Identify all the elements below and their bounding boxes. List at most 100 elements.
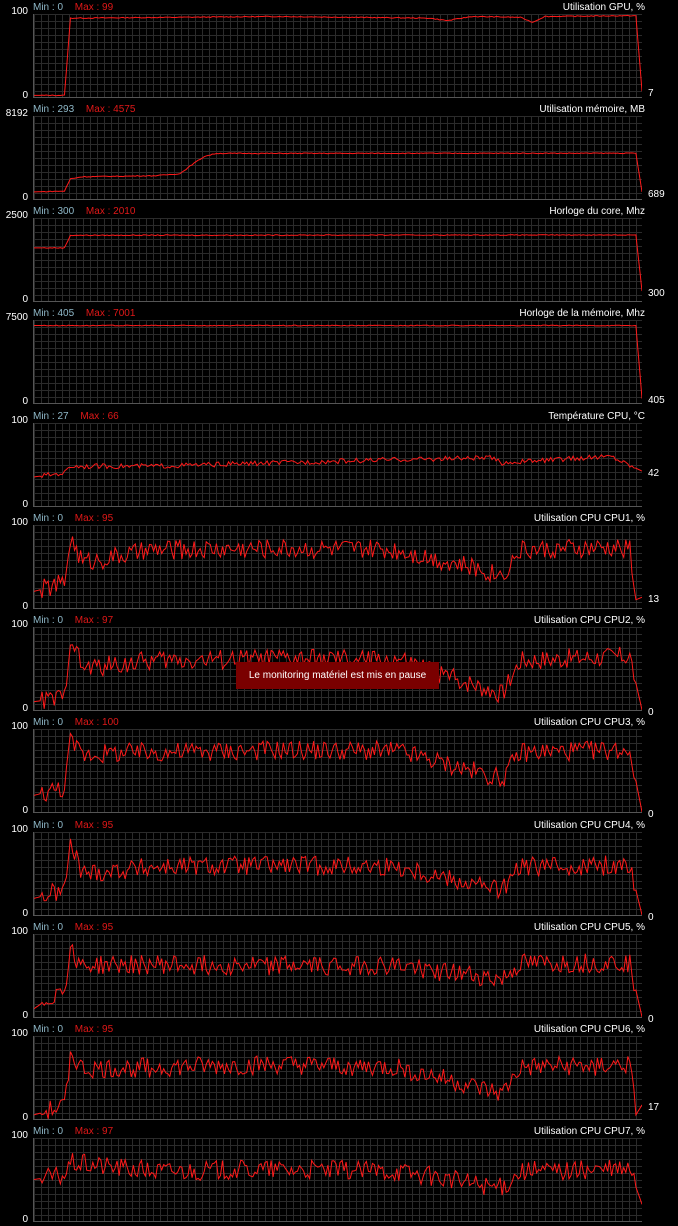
y-axis-min: 0 (22, 1214, 28, 1225)
graph-svg (34, 732, 642, 812)
min-value: Min : 0 (33, 1024, 64, 1035)
y-axis-max: 8192 (5, 108, 28, 119)
min-value: Min : 0 (33, 513, 64, 524)
graph-title: Utilisation CPU CPU2, % (533, 615, 645, 626)
min-max-label: Min : 0 Max : 95 (33, 922, 113, 933)
current-value: 300 (648, 287, 665, 299)
min-value: Min : 0 (33, 2, 64, 13)
current-value: 17 (648, 1101, 660, 1113)
series-line (34, 152, 642, 193)
max-value: Max : 97 (74, 1126, 114, 1137)
graph-svg (34, 1153, 642, 1205)
max-value: Max : 99 (74, 2, 114, 13)
graph-area[interactable] (33, 116, 642, 200)
graph-panel: Min : 0 Max : 95 Utilisation CPU CPU5, %… (0, 920, 678, 1025)
graph-area[interactable] (33, 1138, 642, 1222)
min-max-label: Min : 0 Max : 95 (33, 820, 113, 831)
graph-panel: Min : 0 Max : 100 Utilisation CPU CPU3, … (0, 715, 678, 820)
current-value: 13 (648, 594, 660, 606)
max-value: Max : 95 (74, 1024, 114, 1035)
graph-panel: Min : 293 Max : 4575 Utilisation mémoire… (0, 102, 678, 204)
graph-area[interactable] (33, 423, 642, 507)
series-line (34, 1051, 642, 1119)
series-line (34, 324, 642, 399)
y-axis-min: 0 (22, 192, 28, 203)
graph-area[interactable] (33, 934, 642, 1018)
min-max-label: Min : 405 Max : 7001 (33, 308, 135, 319)
series-line (34, 732, 642, 812)
y-axis-min: 0 (22, 294, 28, 305)
max-value: Max : 95 (74, 922, 114, 933)
y-axis-min: 0 (22, 908, 28, 919)
y-axis-max: 100 (11, 926, 28, 937)
graph-panel: Min : 0 Max : 97 Utilisation CPU CPU7, %… (0, 1124, 678, 1226)
graph-svg (34, 454, 642, 479)
graph-title: Utilisation CPU CPU7, % (533, 1126, 645, 1137)
y-axis-min: 0 (22, 499, 28, 510)
max-value: Max : 4575 (85, 104, 136, 115)
min-value: Min : 0 (33, 820, 64, 831)
graph-area[interactable] (33, 832, 642, 916)
graph-title: Température CPU, °C (548, 411, 645, 422)
graph-svg (34, 536, 642, 601)
graph-title: Utilisation GPU, % (562, 2, 645, 13)
max-value: Max : 66 (80, 411, 119, 422)
y-axis-max: 100 (11, 824, 28, 835)
current-value: 689 (648, 188, 665, 200)
graph-area[interactable] (33, 729, 642, 813)
graph-title: Utilisation CPU CPU6, % (533, 1024, 645, 1035)
y-axis-max: 100 (11, 6, 28, 17)
min-value: Min : 27 (33, 411, 69, 422)
max-value: Max : 95 (74, 820, 114, 831)
max-value: Max : 7001 (85, 308, 136, 319)
max-value: Max : 100 (74, 717, 119, 728)
graph-area[interactable] (33, 320, 642, 404)
y-axis-max: 100 (11, 721, 28, 732)
graph-title: Utilisation CPU CPU1, % (533, 513, 645, 524)
graph-svg (34, 1051, 642, 1119)
graph-svg (34, 14, 642, 97)
series-line (34, 14, 642, 97)
series-line (34, 644, 642, 710)
y-axis-max: 7500 (5, 312, 28, 323)
graph-area[interactable] (33, 218, 642, 302)
graph-panel: Min : 300 Max : 2010 Horloge du core, Mh… (0, 204, 678, 306)
graph-panel: Min : 0 Max : 95 Utilisation CPU CPU1, %… (0, 511, 678, 613)
pause-banner[interactable]: Le monitoring matériel est mis en pause (236, 662, 439, 689)
min-max-label: Min : 0 Max : 95 (33, 1024, 113, 1035)
current-value: 0 (648, 912, 654, 923)
graph-area[interactable] (33, 525, 642, 609)
graph-svg (34, 644, 642, 710)
min-max-label: Min : 0 Max : 95 (33, 513, 113, 524)
graph-panel: Min : 405 Max : 7001 Horloge de la mémoi… (0, 306, 678, 408)
y-axis-max: 100 (11, 415, 28, 426)
graph-panel: Min : 0 Max : 95 Utilisation CPU CPU4, %… (0, 818, 678, 923)
graph-svg (34, 324, 642, 399)
min-max-label: Min : 0 Max : 99 (33, 2, 113, 13)
y-axis-max: 100 (11, 517, 28, 528)
graph-area[interactable] (33, 14, 642, 98)
graph-area[interactable] (33, 1036, 642, 1120)
current-value: 405 (648, 395, 665, 407)
series-line (34, 454, 642, 479)
y-axis-min: 0 (22, 1010, 28, 1021)
min-max-label: Min : 300 Max : 2010 (33, 206, 135, 217)
current-value: 42 (648, 467, 660, 479)
max-value: Max : 2010 (85, 206, 136, 217)
y-axis-min: 0 (22, 703, 28, 714)
y-axis-max: 100 (11, 1130, 28, 1141)
graph-title: Horloge du core, Mhz (549, 206, 645, 217)
min-value: Min : 0 (33, 1126, 64, 1137)
graph-svg (34, 943, 642, 1017)
series-line (34, 536, 642, 601)
min-max-label: Min : 293 Max : 4575 (33, 104, 135, 115)
graph-title: Utilisation mémoire, MB (539, 104, 645, 115)
min-value: Min : 300 (33, 206, 75, 217)
y-axis-min: 0 (22, 805, 28, 816)
y-axis-min: 0 (22, 396, 28, 407)
graph-title: Utilisation CPU CPU5, % (533, 922, 645, 933)
y-axis-min: 0 (22, 601, 28, 612)
graph-panel: Min : 27 Max : 66 Température CPU, °C 10… (0, 409, 678, 511)
graph-svg (34, 234, 642, 292)
series-line (34, 838, 642, 915)
